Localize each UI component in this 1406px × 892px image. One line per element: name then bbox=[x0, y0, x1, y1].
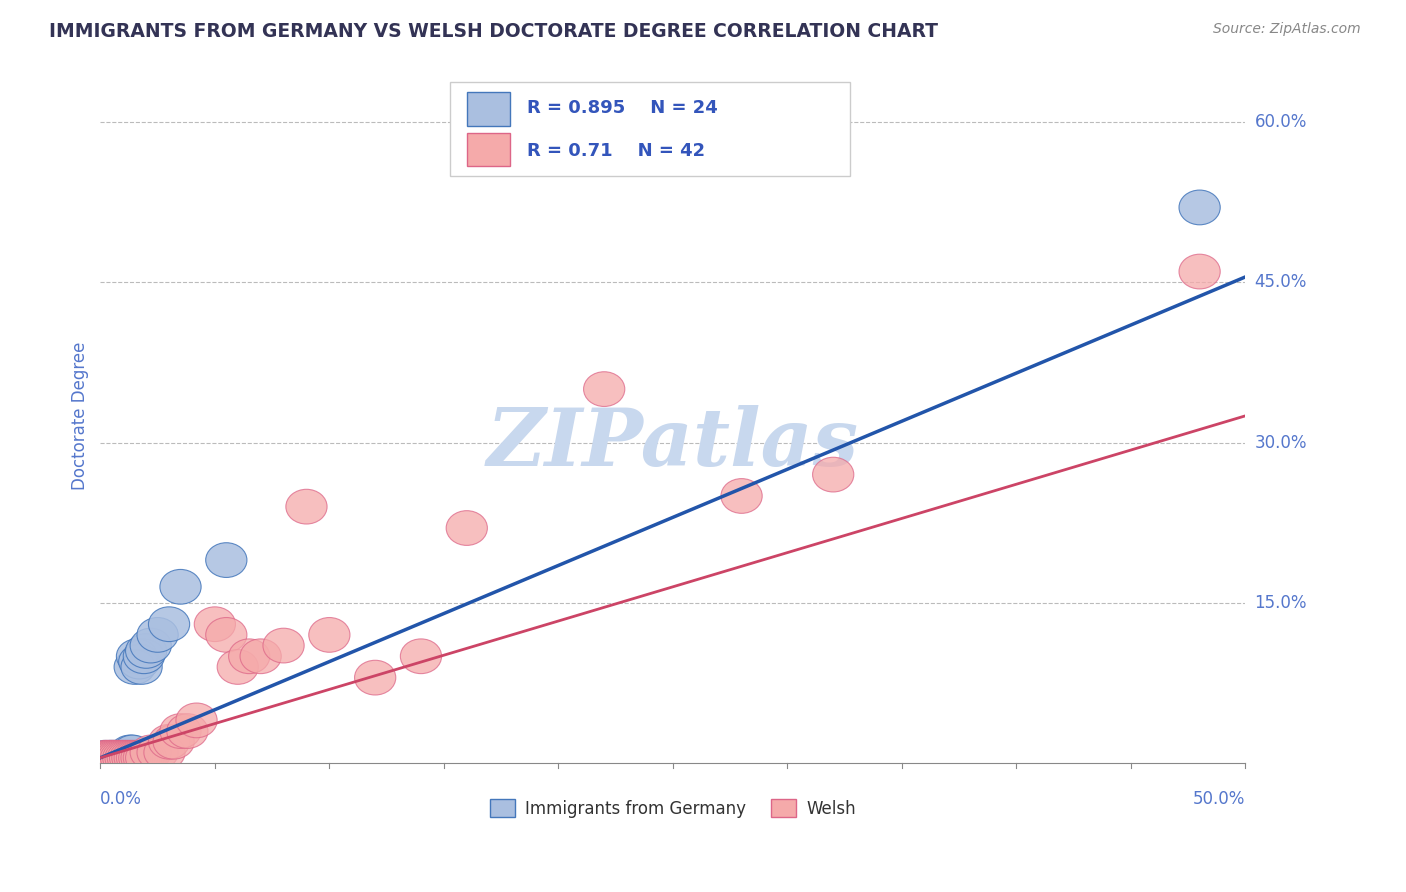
Ellipse shape bbox=[1180, 254, 1220, 289]
Ellipse shape bbox=[124, 639, 165, 673]
Ellipse shape bbox=[583, 372, 624, 407]
Ellipse shape bbox=[217, 649, 259, 684]
Text: Source: ZipAtlas.com: Source: ZipAtlas.com bbox=[1213, 22, 1361, 37]
Ellipse shape bbox=[112, 740, 153, 775]
Ellipse shape bbox=[105, 740, 146, 775]
Ellipse shape bbox=[96, 740, 136, 775]
Ellipse shape bbox=[124, 740, 165, 775]
Ellipse shape bbox=[813, 458, 853, 492]
Ellipse shape bbox=[149, 607, 190, 641]
Ellipse shape bbox=[205, 617, 247, 652]
Text: IMMIGRANTS FROM GERMANY VS WELSH DOCTORATE DEGREE CORRELATION CHART: IMMIGRANTS FROM GERMANY VS WELSH DOCTORA… bbox=[49, 22, 938, 41]
Ellipse shape bbox=[110, 740, 150, 775]
Text: 30.0%: 30.0% bbox=[1254, 434, 1308, 451]
Ellipse shape bbox=[107, 740, 149, 775]
Ellipse shape bbox=[721, 479, 762, 513]
Ellipse shape bbox=[91, 740, 132, 775]
Ellipse shape bbox=[125, 740, 167, 775]
Ellipse shape bbox=[160, 714, 201, 748]
Ellipse shape bbox=[93, 740, 135, 775]
Ellipse shape bbox=[98, 740, 139, 775]
Ellipse shape bbox=[1180, 190, 1220, 225]
Ellipse shape bbox=[96, 740, 136, 775]
Ellipse shape bbox=[93, 740, 135, 775]
Ellipse shape bbox=[118, 644, 160, 679]
Legend: Immigrants from Germany, Welsh: Immigrants from Germany, Welsh bbox=[484, 793, 862, 824]
Ellipse shape bbox=[121, 740, 162, 775]
Ellipse shape bbox=[167, 714, 208, 748]
Text: 15.0%: 15.0% bbox=[1254, 594, 1308, 612]
Text: 45.0%: 45.0% bbox=[1254, 273, 1308, 292]
Ellipse shape bbox=[100, 740, 142, 775]
Ellipse shape bbox=[149, 724, 190, 759]
Ellipse shape bbox=[143, 735, 186, 770]
Ellipse shape bbox=[112, 735, 153, 770]
Ellipse shape bbox=[136, 735, 179, 770]
Ellipse shape bbox=[103, 740, 143, 775]
Bar bbox=[467, 93, 510, 126]
Ellipse shape bbox=[354, 660, 395, 695]
Ellipse shape bbox=[263, 628, 304, 663]
Ellipse shape bbox=[240, 639, 281, 673]
Text: 0.0%: 0.0% bbox=[100, 789, 142, 808]
Ellipse shape bbox=[285, 490, 328, 524]
Ellipse shape bbox=[121, 649, 162, 684]
Ellipse shape bbox=[114, 740, 155, 775]
Text: 50.0%: 50.0% bbox=[1194, 789, 1246, 808]
Ellipse shape bbox=[229, 639, 270, 673]
Ellipse shape bbox=[131, 628, 172, 663]
Ellipse shape bbox=[118, 740, 160, 775]
Text: ZIPatlas: ZIPatlas bbox=[486, 405, 859, 483]
Ellipse shape bbox=[98, 740, 139, 775]
Ellipse shape bbox=[107, 740, 149, 775]
Ellipse shape bbox=[87, 740, 128, 775]
Y-axis label: Doctorate Degree: Doctorate Degree bbox=[72, 342, 89, 490]
Text: R = 0.895    N = 24: R = 0.895 N = 24 bbox=[527, 99, 718, 117]
Ellipse shape bbox=[176, 703, 217, 738]
Ellipse shape bbox=[446, 510, 488, 545]
Ellipse shape bbox=[100, 740, 142, 775]
Ellipse shape bbox=[110, 735, 150, 770]
Ellipse shape bbox=[160, 569, 201, 604]
Bar bbox=[467, 133, 510, 166]
Ellipse shape bbox=[84, 740, 125, 775]
Text: 60.0%: 60.0% bbox=[1254, 113, 1308, 131]
Ellipse shape bbox=[89, 740, 131, 775]
Ellipse shape bbox=[105, 740, 146, 775]
Ellipse shape bbox=[103, 740, 143, 775]
Ellipse shape bbox=[117, 639, 157, 673]
Ellipse shape bbox=[125, 633, 167, 668]
Ellipse shape bbox=[89, 740, 131, 775]
Ellipse shape bbox=[194, 607, 235, 641]
Text: R = 0.71    N = 42: R = 0.71 N = 42 bbox=[527, 142, 706, 160]
Ellipse shape bbox=[131, 735, 172, 770]
Ellipse shape bbox=[153, 724, 194, 759]
Ellipse shape bbox=[114, 649, 155, 684]
Ellipse shape bbox=[309, 617, 350, 652]
Ellipse shape bbox=[401, 639, 441, 673]
Ellipse shape bbox=[91, 740, 132, 775]
Bar bbox=[450, 82, 851, 177]
Ellipse shape bbox=[117, 740, 157, 775]
Ellipse shape bbox=[205, 542, 247, 577]
Ellipse shape bbox=[84, 740, 125, 775]
Ellipse shape bbox=[136, 617, 179, 652]
